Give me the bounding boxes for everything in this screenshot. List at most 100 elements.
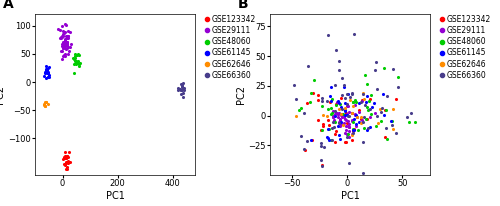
Point [334, 112, 342, 116]
Point [70, 71, 78, 74]
Point [61, 154, 69, 157]
Point [60, 162, 68, 166]
Point [65, 49, 73, 53]
Point [357, 100, 365, 104]
Point [348, 118, 356, 122]
Point [332, 48, 340, 51]
Point [176, 87, 184, 90]
Point [373, 88, 381, 91]
Point [350, 32, 358, 35]
Point [326, 100, 334, 103]
Point [338, 94, 346, 97]
Point [334, 101, 342, 104]
Point [309, 91, 317, 95]
Point [42, 101, 50, 104]
Point [342, 112, 350, 116]
Point [178, 84, 186, 88]
Point [42, 67, 50, 71]
Point [72, 62, 80, 66]
Point [64, 35, 72, 38]
Point [58, 58, 66, 61]
Point [322, 135, 330, 138]
Point [380, 67, 388, 70]
Point [62, 38, 70, 42]
Point [59, 42, 67, 45]
Point [58, 49, 66, 53]
Point [75, 53, 83, 57]
Point [341, 109, 349, 112]
Point [58, 25, 66, 28]
Point [64, 160, 72, 163]
Point [63, 167, 71, 171]
Point [64, 45, 72, 48]
Point [297, 107, 305, 110]
Point [349, 104, 357, 108]
Point [318, 100, 326, 103]
Point [73, 60, 81, 63]
Point [332, 112, 340, 115]
Point [59, 45, 67, 48]
Point [326, 112, 334, 116]
Point [72, 62, 80, 65]
Point [340, 116, 347, 119]
Point [335, 111, 343, 114]
Point [178, 85, 186, 89]
Point [300, 147, 308, 150]
Point [348, 92, 356, 96]
Point [43, 68, 51, 72]
Point [356, 101, 364, 105]
Point [66, 46, 74, 49]
Point [44, 102, 52, 105]
Point [372, 112, 380, 115]
Point [62, 156, 70, 159]
Point [358, 121, 366, 124]
Point [358, 99, 366, 102]
Point [61, 41, 69, 44]
Point [341, 131, 349, 134]
Point [56, 49, 64, 52]
Point [342, 129, 350, 132]
Point [344, 132, 352, 135]
Point [62, 156, 70, 159]
Point [317, 144, 325, 148]
Point [74, 53, 82, 56]
Point [58, 54, 66, 58]
Point [61, 42, 69, 45]
Point [74, 61, 82, 64]
Point [348, 119, 356, 122]
Point [179, 95, 187, 98]
Point [382, 126, 390, 130]
Point [335, 59, 343, 63]
Point [378, 106, 386, 109]
Point [307, 139, 315, 142]
Point [366, 115, 374, 119]
Point [331, 113, 339, 116]
Point [40, 103, 48, 106]
Point [331, 120, 339, 124]
Point [352, 122, 360, 125]
Point [290, 83, 298, 87]
Point [42, 101, 50, 104]
Point [353, 115, 361, 118]
Point [394, 75, 402, 79]
Point [330, 119, 338, 122]
Point [338, 120, 345, 123]
Point [63, 43, 71, 46]
Point [352, 113, 360, 116]
Point [380, 114, 388, 117]
Point [300, 112, 308, 115]
Point [302, 149, 310, 152]
Point [394, 86, 402, 89]
Point [40, 74, 48, 77]
Point [57, 35, 65, 39]
Point [332, 112, 340, 115]
Point [44, 71, 52, 75]
Point [177, 92, 185, 95]
Point [376, 107, 384, 110]
Point [314, 93, 322, 96]
Point [318, 158, 326, 162]
Point [348, 101, 356, 104]
Point [44, 76, 52, 79]
Point [70, 63, 78, 66]
Point [350, 104, 358, 107]
